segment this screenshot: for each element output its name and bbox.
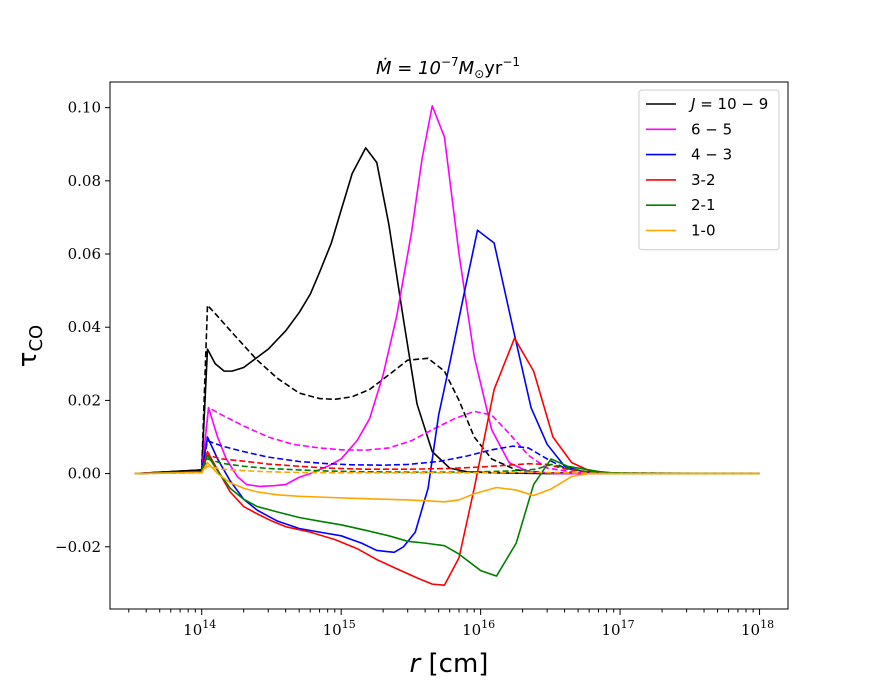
legend-label: 1-0 xyxy=(691,222,716,240)
x-tick-label: 1014 xyxy=(183,618,216,639)
legend-label: 6 − 5 xyxy=(691,120,732,138)
x-tick-label: 1016 xyxy=(462,618,495,639)
axes-layer: −0.02 0.00 0.02 0.04 0.06 0.08 0.10 1014 1015 101… xyxy=(55,81,789,639)
chart-title: Ṁ = 10−7M⊙yr−1 xyxy=(376,55,520,81)
series-line-6 xyxy=(134,337,760,587)
axes-frame xyxy=(109,81,789,610)
y-axis-title: τCO xyxy=(13,325,47,367)
series-line-11-dashed xyxy=(134,465,760,475)
legend-label: 2-1 xyxy=(691,196,716,214)
x-tick-label: 1018 xyxy=(741,618,774,639)
y-tick-label: 0.06 xyxy=(68,245,101,263)
series-line-10 xyxy=(134,461,760,503)
series-line-0 xyxy=(134,147,760,475)
legend-label: 3-2 xyxy=(691,171,716,189)
y-tick-label: 0.10 xyxy=(68,99,101,117)
x-axis-title: r [cm] xyxy=(410,649,489,679)
series-line-5-dashed xyxy=(134,439,760,475)
series-line-8 xyxy=(134,454,760,577)
legend: J = 10 − 9 6 − 5 4 − 3 3-2 2-1 1-0 xyxy=(638,89,780,251)
legend-label: 4 − 3 xyxy=(691,146,732,164)
y-tick-label: −0.02 xyxy=(55,538,101,556)
series-line-3-dashed xyxy=(134,406,760,475)
x-tick-label: 1015 xyxy=(323,618,356,639)
y-tick-label: 0.00 xyxy=(68,465,101,483)
series-line-4 xyxy=(134,229,760,554)
y-tick-label: 0.04 xyxy=(68,318,101,336)
y-tick-label: 0.02 xyxy=(68,391,101,409)
series-line-9-dashed xyxy=(134,458,760,475)
legend-label: J = 10 − 9 xyxy=(688,95,768,113)
y-tick-label: 0.08 xyxy=(68,172,101,190)
series-line-7-dashed xyxy=(134,454,760,475)
series-layer xyxy=(134,104,760,587)
x-tick-label: 1017 xyxy=(602,618,635,639)
